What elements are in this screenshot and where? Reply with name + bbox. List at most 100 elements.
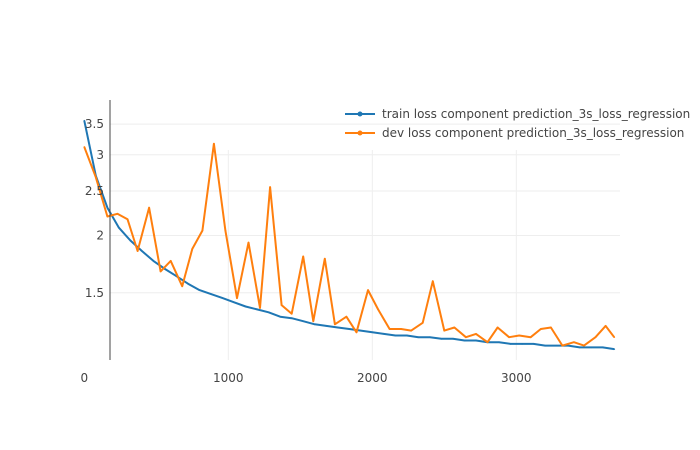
data-point [198, 289, 201, 291]
axis-layer: 1.5 2 2.5 3 3.5 0 1000 2000 3000 [80, 100, 532, 385]
data-point [529, 336, 532, 338]
data-point [83, 119, 86, 122]
data-point [336, 326, 339, 329]
data-point [106, 206, 109, 209]
data-point [345, 315, 348, 318]
data-point [429, 336, 431, 338]
data-point [590, 346, 592, 349]
data-point [383, 333, 385, 335]
y-tick-label: 2 [96, 228, 104, 242]
data-point [453, 326, 456, 329]
series-points-1 [83, 142, 616, 347]
data-point [567, 344, 569, 347]
series-layer [83, 119, 616, 351]
legend-item-1[interactable]: dev loss component prediction_3s_loss_re… [345, 126, 684, 140]
data-point [521, 343, 523, 345]
data-point [233, 301, 235, 304]
data-point [116, 213, 119, 215]
data-point [452, 338, 454, 340]
data-point [279, 315, 281, 318]
data-point [432, 280, 434, 282]
data-point [360, 329, 362, 332]
data-point [236, 297, 238, 299]
data-point [118, 226, 120, 229]
data-point [613, 348, 616, 350]
data-point [224, 229, 227, 232]
data-point [540, 328, 542, 330]
data-point [463, 339, 466, 342]
x-tick-label: 1000 [213, 371, 244, 385]
data-point [532, 343, 535, 345]
data-point [355, 331, 358, 334]
data-point [267, 311, 270, 314]
data-point [129, 239, 132, 242]
data-point [367, 289, 369, 291]
data-point [388, 328, 391, 330]
y-tick-label: 2.5 [85, 184, 104, 198]
y-tick-label: 3.5 [85, 117, 104, 131]
data-point [400, 328, 402, 330]
data-point [313, 323, 316, 326]
data-point [348, 328, 351, 330]
legend-marker [357, 111, 363, 117]
data-point [544, 344, 546, 347]
data-point [247, 241, 250, 244]
data-point [465, 336, 467, 338]
data-point [394, 334, 397, 337]
data-point [312, 320, 315, 323]
data-point [126, 218, 129, 221]
data-point [406, 334, 408, 337]
data-point [152, 260, 155, 262]
data-point [583, 344, 585, 347]
data-point [561, 344, 564, 347]
data-point [169, 260, 172, 262]
data-point [106, 215, 109, 218]
data-point [475, 333, 477, 335]
data-point [269, 186, 271, 188]
data-point [210, 293, 212, 295]
legend[interactable]: train loss component prediction_3s_loss_… [345, 107, 690, 140]
data-point [324, 257, 326, 260]
data-point [191, 248, 194, 250]
series-line-1 [83, 142, 615, 347]
y-tick-label: 1.5 [85, 286, 104, 300]
data-point [508, 336, 510, 338]
data-point [613, 336, 616, 338]
data-point [601, 346, 604, 349]
x-tick-label: 3000 [501, 371, 532, 385]
data-point [325, 325, 328, 327]
data-point [181, 285, 184, 288]
data-point [95, 176, 97, 179]
data-point [377, 308, 379, 311]
data-point [290, 317, 293, 320]
legend-label: dev loss component prediction_3s_loss_re… [382, 126, 684, 140]
data-point [498, 341, 500, 344]
data-point [256, 308, 258, 311]
data-point [290, 312, 293, 315]
data-point [221, 297, 224, 299]
data-point [201, 229, 204, 232]
data-point [244, 305, 247, 308]
data-point [555, 344, 558, 347]
legend-item-0[interactable]: train loss component prediction_3s_loss_… [345, 107, 690, 121]
legend-marker [357, 130, 363, 136]
data-point [604, 325, 607, 327]
data-point [259, 307, 261, 309]
data-point [83, 146, 86, 148]
data-point [371, 331, 374, 334]
data-point [302, 255, 305, 258]
data-point [496, 326, 499, 329]
data-point [440, 338, 443, 340]
data-point [136, 250, 139, 252]
data-point [280, 304, 283, 306]
data-point [302, 320, 305, 323]
y-tick-label: 3 [96, 148, 104, 162]
data-point [159, 270, 162, 273]
data-point [550, 326, 552, 329]
data-point [518, 334, 520, 337]
data-point [486, 341, 489, 344]
data-point [410, 329, 413, 332]
